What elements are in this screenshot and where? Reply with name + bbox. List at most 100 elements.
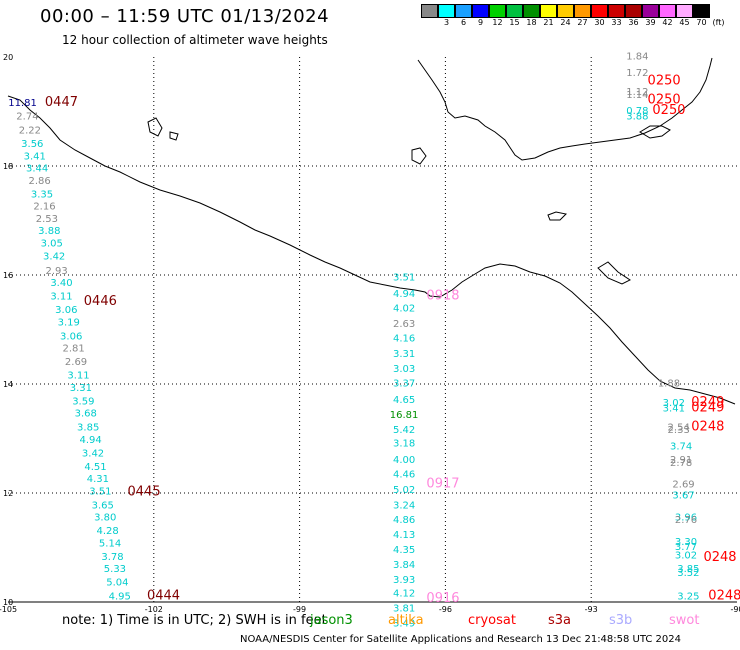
- wave-height-value: 2.86: [28, 176, 50, 187]
- legend-label: 27: [577, 18, 588, 27]
- wave-height-value: 3.88: [38, 226, 60, 237]
- latitude-label: 10: [3, 598, 13, 607]
- legend-swatch: [523, 4, 540, 18]
- longitude-label: -99: [293, 605, 306, 614]
- wave-height-value: 11.81: [8, 98, 37, 109]
- wave-height-value: 1.72: [626, 68, 648, 79]
- legend-swatch: [574, 4, 591, 18]
- wave-height-value: 3.30: [675, 537, 697, 548]
- legend-swatch: [438, 4, 455, 18]
- pass-time-label: 0250: [648, 73, 681, 88]
- wave-height-value: 4.35: [393, 545, 415, 556]
- legend-label: 30: [594, 18, 605, 27]
- wave-height-value: 3.67: [672, 490, 694, 501]
- wave-height-value: 4.94: [393, 289, 415, 300]
- wave-height-value: 3.31: [70, 383, 92, 394]
- pass-time-label: 0248: [703, 550, 736, 565]
- wave-height-value: 5.04: [106, 578, 128, 589]
- observations-layer: 11.812.742.223.563.413.442.863.352.162.5…: [8, 52, 699, 630]
- wave-height-value: 3.84: [393, 560, 415, 571]
- wave-height-value: 3.81: [393, 603, 415, 614]
- legend-swatch: [642, 4, 659, 18]
- wave-height-value: 3.06: [55, 305, 77, 316]
- latitude-label: 18: [3, 162, 13, 171]
- wave-height-value: 3.52: [677, 568, 699, 579]
- mexico-central-america-coastline: [7, 95, 736, 405]
- wave-height-value: 3.51: [393, 272, 415, 283]
- legend-label: 70: [696, 18, 707, 27]
- wave-height-value: 4.65: [393, 395, 415, 406]
- legend-swatch: [421, 4, 438, 18]
- lat-lon-grid: [8, 57, 737, 603]
- wave-height-value: 4.00: [393, 455, 415, 466]
- satellite-jason3: jason3: [310, 613, 353, 628]
- wave-height-value: 4.13: [393, 530, 415, 541]
- footer-note: note: 1) Time is in UTC; 2) SWH is in fe…: [62, 613, 327, 628]
- pass-time-label: 0249: [691, 395, 724, 410]
- credit-line: NOAA/NESDIS Center for Satellite Applica…: [240, 634, 682, 645]
- wave-height-value: 3.65: [92, 500, 114, 511]
- satellite-s3a: s3a: [548, 613, 572, 628]
- wave-height-value: 3.85: [77, 422, 99, 433]
- wave-height-value: 3.35: [31, 190, 53, 201]
- wave-height-value: 3.40: [50, 278, 72, 289]
- wave-height-value: 4.46: [393, 470, 415, 481]
- legend-label: 18: [526, 18, 537, 27]
- wave-height-value: 3.74: [670, 441, 692, 452]
- map-subtitle: 12 hour collection of altimeter wave hei…: [62, 33, 328, 47]
- wave-height-value: 3.03: [393, 364, 415, 375]
- legend-swatch: [472, 4, 489, 18]
- wave-height-value: 2.78: [670, 458, 692, 469]
- wave-height-value: 4.94: [79, 435, 101, 446]
- wave-height-value: 3.93: [393, 575, 415, 586]
- legend-swatch: [591, 4, 608, 18]
- wave-height-value: 3.02: [675, 550, 697, 561]
- legend-labels: 3 6 9 12 15 18 21 24 27 30 33 36 39 42 45 70 (ft): [421, 18, 727, 27]
- wave-height-value: 5.42: [393, 425, 415, 436]
- pass-time-label: 0917: [426, 477, 459, 492]
- wave-height-value: 3.59: [72, 397, 94, 408]
- satellite-altika: altika: [388, 613, 424, 628]
- wave-height-value: 5.33: [104, 564, 126, 575]
- wave-height-value: 4.28: [96, 526, 118, 537]
- pass-time-label: 0249: [691, 400, 724, 415]
- legend-unit: (ft): [712, 18, 725, 27]
- wave-height-value: 0.78: [626, 106, 648, 117]
- island-1: [411, 147, 427, 165]
- wave-height-value: 3.88: [626, 112, 648, 123]
- wave-height-value: 3.19: [58, 318, 80, 329]
- wave-height-value: 1.88: [658, 379, 680, 390]
- wave-height-value: 2.81: [62, 343, 84, 354]
- legend-swatch: [659, 4, 676, 18]
- wave-height-value: 2.69: [65, 357, 87, 368]
- wave-height-value: 4.86: [393, 515, 415, 526]
- pass-time-label: 0916: [426, 591, 459, 606]
- legend-swatch: [608, 4, 625, 18]
- wave-height-value: 2.63: [393, 319, 415, 330]
- wave-height-value: 4.16: [393, 333, 415, 344]
- legend-swatches: [421, 4, 727, 18]
- track-times-layer: 0447044604450444091809170916025002500250…: [45, 73, 740, 606]
- longitude-label: -96: [439, 605, 452, 614]
- legend-label: 12: [492, 18, 503, 27]
- longitude-label: -93: [585, 605, 598, 614]
- legend-swatch: [693, 4, 710, 18]
- longitude-label: -90: [730, 605, 740, 614]
- pass-time-label: 0248: [708, 588, 740, 603]
- wave-height-value: 3.41: [24, 151, 46, 162]
- legend-swatch: [540, 4, 557, 18]
- wave-height-value: 3.96: [675, 512, 697, 523]
- wave-height-value: 3.37: [393, 379, 415, 390]
- wave-height-value: 2.22: [19, 125, 41, 136]
- wave-height-value: 4.95: [109, 591, 131, 602]
- legend-swatch: [676, 4, 693, 18]
- pass-time-label: 0248: [691, 419, 724, 434]
- legend-label: 3: [443, 18, 450, 27]
- wave-height-value: 2.91: [670, 455, 692, 466]
- wave-height-value: 3.41: [663, 403, 685, 414]
- longitude-label: -102: [145, 605, 163, 614]
- wave-height-value: 3.85: [677, 564, 699, 575]
- wave-height-value: 3.11: [50, 292, 72, 303]
- legend-label: 15: [509, 18, 520, 27]
- wave-height-value: 4.51: [84, 462, 106, 473]
